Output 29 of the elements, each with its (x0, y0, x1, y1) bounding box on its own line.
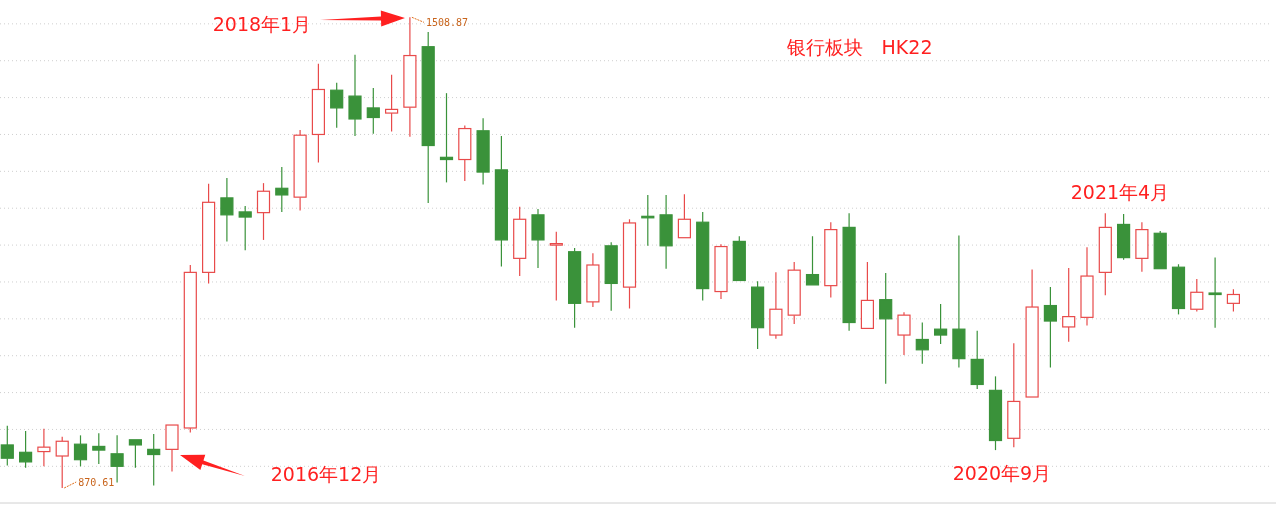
candlestick (385, 74, 399, 133)
annotation: 2016年12月 (270, 463, 382, 485)
candlestick (769, 271, 783, 340)
candlestick (293, 129, 307, 212)
candlestick (220, 177, 234, 242)
candlestick (714, 243, 728, 300)
candlestick (879, 272, 893, 385)
candlestick (1208, 257, 1222, 329)
annotation: 1508.87 (425, 17, 469, 29)
candlestick (348, 54, 362, 137)
candlestick (897, 311, 911, 356)
candlestick (494, 135, 508, 268)
candlestick (842, 212, 856, 332)
candlestick (1080, 246, 1094, 327)
candlestick (37, 428, 51, 467)
annotation: 2020年9月 (952, 462, 1052, 484)
text: 银行板块 HK22 (786, 36, 933, 58)
candlestick (403, 16, 417, 138)
annotation: 870.61 (78, 477, 115, 488)
candlestick (659, 194, 673, 270)
annotation: 2018年1月 (212, 13, 312, 35)
candlestick (476, 117, 490, 186)
candlestick (531, 208, 545, 269)
candlestick (311, 63, 325, 164)
candlestick (952, 234, 966, 369)
candlestick (586, 252, 600, 308)
candlestick (1043, 286, 1057, 369)
candlestick (1135, 221, 1149, 273)
annotation: 2021年4月 (1070, 181, 1170, 203)
